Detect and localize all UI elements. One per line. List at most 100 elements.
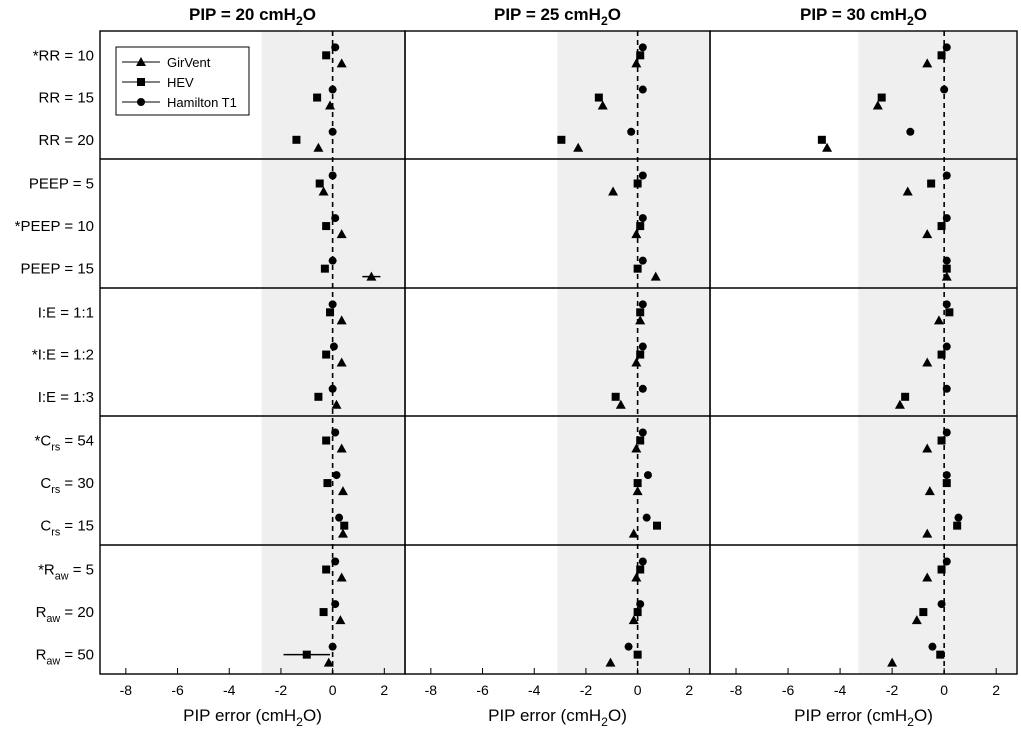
point-hamilton [638, 428, 647, 437]
row-label: *PEEP = 10 [15, 218, 94, 235]
point-hamilton [954, 513, 963, 522]
point-hamilton [906, 127, 915, 136]
point-hev [937, 222, 946, 231]
row-label: *Raw = 5 [38, 562, 94, 583]
x-tick-label: -2 [580, 682, 593, 698]
x-tick-label: 0 [634, 682, 642, 698]
point-girvent [331, 399, 342, 409]
point-hamilton [638, 214, 647, 223]
point-girvent [628, 615, 639, 625]
point-hamilton [638, 43, 647, 52]
point-hamilton [942, 342, 951, 351]
x-tick-label: -4 [223, 682, 236, 698]
x-tick-label: 2 [992, 682, 1000, 698]
point-girvent [894, 399, 905, 409]
series-hamilton-t1 [624, 43, 652, 651]
point-hamilton [643, 471, 652, 480]
point-hamilton [638, 256, 647, 265]
point-hamilton [942, 214, 951, 223]
point-hev [340, 521, 349, 530]
point-girvent [628, 528, 639, 538]
point-girvent [822, 142, 833, 152]
row-label: I:E = 1:3 [38, 389, 94, 406]
point-hev [611, 392, 620, 401]
legend-label: HEV [167, 75, 194, 90]
point-hamilton [328, 127, 337, 136]
point-hamilton [331, 214, 340, 223]
row-label: Crs = 30 [40, 475, 94, 496]
point-hamilton [942, 300, 951, 309]
point-hev [633, 608, 642, 617]
tolerance-band [557, 31, 709, 674]
point-hamilton [942, 384, 951, 393]
point-hev [633, 650, 642, 659]
row-label: RR = 15 [39, 90, 94, 107]
x-tick-label: 0 [940, 682, 948, 698]
point-hamilton [638, 300, 647, 309]
point-girvent [872, 100, 883, 110]
point-hamilton [636, 600, 645, 609]
point-hamilton [331, 428, 340, 437]
point-hamilton [942, 471, 951, 480]
x-tick-label: 2 [685, 682, 693, 698]
point-girvent [318, 186, 329, 196]
panel-title: PIP = 25 cmH2O [494, 5, 621, 28]
row-label: I:E = 1:1 [38, 304, 94, 321]
point-girvent [573, 142, 584, 152]
point-girvent [631, 443, 642, 453]
row-label: *RR = 10 [33, 47, 94, 64]
x-tick-label: -2 [275, 682, 288, 698]
point-hev [594, 93, 603, 102]
x-tick-label: -6 [782, 682, 795, 698]
point-hev [927, 179, 936, 188]
panel-frame [709, 30, 1018, 675]
point-hev [326, 308, 335, 317]
point-hev [322, 436, 331, 445]
point-hamilton [329, 342, 338, 351]
point-hamilton [942, 43, 951, 52]
point-hev [302, 650, 311, 659]
point-hev [322, 565, 331, 574]
point-hamilton [928, 642, 937, 651]
point-hev [322, 350, 331, 359]
point-hamilton [638, 85, 647, 94]
point-girvent [336, 357, 347, 367]
point-girvent [933, 315, 944, 325]
point-hamilton [332, 471, 341, 480]
point-girvent [902, 186, 913, 196]
series-girvent [573, 58, 661, 667]
point-hev [942, 479, 951, 488]
row-label: *Crs = 54 [35, 433, 94, 454]
series-hev [557, 51, 662, 659]
point-girvent [922, 229, 933, 239]
point-girvent [336, 58, 347, 68]
x-tick-label: -8 [730, 682, 743, 698]
point-hev [653, 521, 662, 530]
x-tick-label: 0 [329, 682, 337, 698]
series-girvent [822, 58, 952, 667]
row-label: Crs = 15 [40, 518, 94, 539]
point-hev [942, 264, 951, 273]
point-girvent [615, 399, 626, 409]
point-hev [937, 51, 946, 60]
point-girvent [336, 572, 347, 582]
point-hamilton [638, 171, 647, 180]
point-hev [320, 264, 329, 273]
x-tick-label: -2 [886, 682, 899, 698]
point-girvent [337, 486, 348, 496]
point-hev [633, 264, 642, 273]
point-hev [322, 222, 331, 231]
panel-3: PIP = 30 cmH2O -8 -6 -4 -2 0 2 PIP error (cmH2O… [709, 5, 1018, 729]
point-hamilton [942, 171, 951, 180]
point-girvent [631, 572, 642, 582]
legend-marker-triangle [136, 57, 146, 66]
point-hamilton [638, 557, 647, 566]
point-hev [937, 350, 946, 359]
point-hamilton [328, 171, 337, 180]
x-tick-label: -6 [476, 682, 489, 698]
legend-marker-square [137, 78, 145, 86]
point-hamilton [942, 256, 951, 265]
row-label: Raw = 20 [36, 604, 94, 625]
point-girvent [336, 315, 347, 325]
x-axis-label: PIP error (cmH2O) [183, 706, 322, 729]
